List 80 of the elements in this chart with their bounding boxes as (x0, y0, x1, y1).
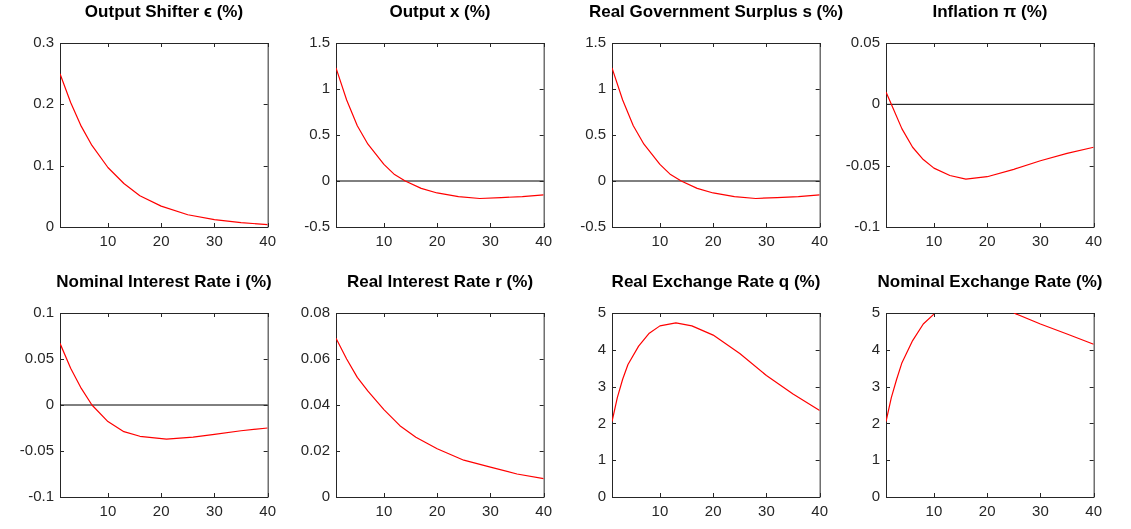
chart-title: Inflation π (%) (932, 2, 1048, 22)
x-tick-label: 40 (1085, 502, 1102, 520)
chart-title: Nominal Exchange Rate (%) (877, 272, 1103, 292)
y-tick-label: 0.05 (24, 349, 54, 367)
x-tick-label: 10 (375, 232, 393, 250)
chart-title: Real Government Surplus s (%) (588, 2, 844, 22)
chart-title: Nominal Interest Rate i (%) (56, 272, 272, 292)
y-tick-label: 5 (871, 303, 880, 321)
chart-title: Real Interest Rate r (%) (346, 272, 534, 292)
x-tick-label: 10 (651, 502, 669, 520)
y-tick-label: 0.05 (850, 33, 880, 51)
x-tick-label: 40 (535, 502, 552, 520)
y-tick-label: 1.5 (585, 33, 606, 51)
x-tick-label: 30 (206, 502, 223, 520)
y-tick-label: 1 (871, 450, 880, 468)
y-tick-label: 0 (597, 171, 606, 189)
y-tick-label: 3 (597, 376, 606, 394)
y-tick-label: -0.05 (19, 441, 54, 459)
x-tick-label: 30 (758, 232, 775, 250)
y-tick-label: 3 (871, 376, 880, 394)
x-tick-label: 20 (978, 502, 996, 520)
y-tick-label: -0.5 (304, 217, 330, 235)
y-tick-label: -0.05 (845, 155, 880, 173)
y-tick-label: 0.5 (585, 125, 606, 143)
y-tick-label: 0 (321, 487, 330, 505)
x-tick-label: 10 (99, 502, 117, 520)
y-tick-label: 0.02 (300, 441, 330, 459)
x-tick-label: 40 (259, 232, 276, 250)
y-tick-label: 0.3 (33, 33, 54, 51)
x-tick-label: 20 (704, 232, 722, 250)
x-tick-label: 10 (651, 232, 669, 250)
y-tick-label: 0.5 (309, 125, 330, 143)
y-tick-label: 1.5 (309, 33, 330, 51)
y-tick-label: 5 (597, 303, 606, 321)
x-tick-label: 20 (978, 232, 996, 250)
y-tick-label: -0.5 (580, 217, 606, 235)
x-tick-label: 20 (152, 232, 170, 250)
x-tick-label: 20 (704, 502, 722, 520)
y-tick-label: 1 (597, 450, 606, 468)
y-tick-label: 4 (597, 339, 606, 357)
y-tick-label: 0 (597, 487, 606, 505)
y-tick-label: 2 (597, 413, 606, 431)
x-tick-label: 10 (99, 232, 117, 250)
y-tick-label: -0.1 (854, 217, 880, 235)
x-tick-label: 40 (1085, 232, 1102, 250)
x-tick-label: 20 (152, 502, 170, 520)
y-tick-label: 0.04 (300, 395, 330, 413)
y-tick-label: 4 (871, 339, 880, 357)
x-tick-label: 40 (259, 502, 276, 520)
chart-title: Real Exchange Rate q (%) (611, 272, 821, 292)
x-tick-label: 10 (925, 502, 943, 520)
y-tick-label: 0 (45, 395, 54, 413)
y-tick-label: 0.1 (33, 155, 54, 173)
y-tick-label: 0.2 (33, 94, 54, 112)
y-tick-label: 2 (871, 413, 880, 431)
x-tick-label: 30 (482, 232, 499, 250)
y-tick-label: 0 (45, 217, 54, 235)
y-tick-label: 0 (871, 94, 880, 112)
x-tick-label: 30 (206, 232, 223, 250)
x-tick-label: 20 (428, 232, 446, 250)
x-tick-label: 30 (758, 502, 775, 520)
chart-title: Output Shifter ϵ (%) (84, 2, 244, 22)
x-tick-label: 40 (535, 232, 552, 250)
x-tick-label: 30 (1032, 232, 1049, 250)
y-tick-label: 0.06 (300, 349, 330, 367)
y-tick-label: 0 (871, 487, 880, 505)
y-tick-label: 1 (597, 79, 606, 97)
x-tick-label: 30 (482, 502, 499, 520)
y-tick-label: 1 (321, 79, 330, 97)
chart-title: Output x (%) (389, 2, 491, 22)
x-tick-label: 10 (925, 232, 943, 250)
x-tick-label: 10 (375, 502, 393, 520)
x-tick-label: 40 (811, 232, 828, 250)
x-tick-label: 30 (1032, 502, 1049, 520)
x-tick-label: 40 (811, 502, 828, 520)
x-tick-label: 20 (428, 502, 446, 520)
y-tick-label: 0.08 (300, 303, 330, 321)
y-tick-label: -0.1 (28, 487, 54, 505)
y-tick-label: 0 (321, 171, 330, 189)
y-tick-label: 0.1 (33, 303, 54, 321)
